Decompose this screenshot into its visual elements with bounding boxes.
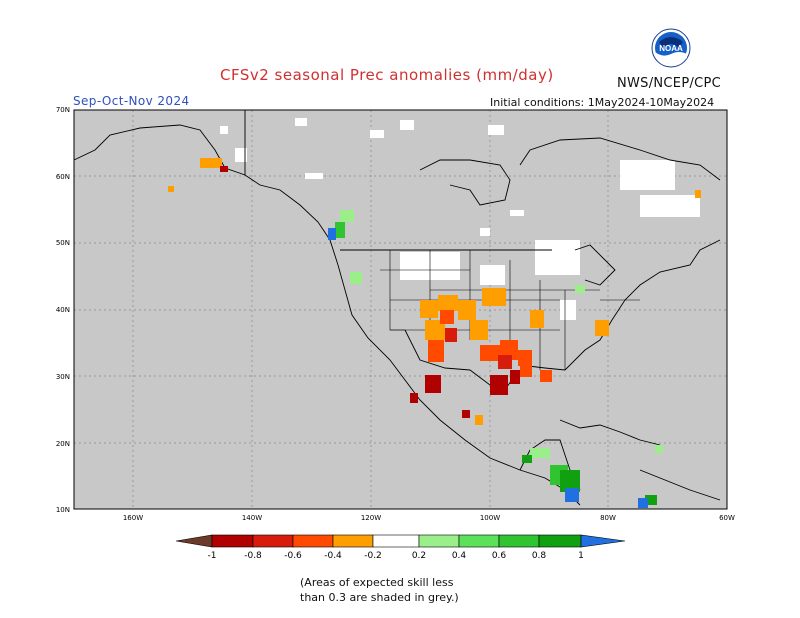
colorbar-cell [332, 534, 374, 548]
coastlines [73, 110, 721, 506]
lon-label: 120W [361, 514, 381, 522]
colorbar-tick-label: 0.6 [492, 551, 507, 561]
footnote-line-2: than 0.3 are shaded in grey.) [300, 591, 459, 604]
map-frame [73, 109, 728, 510]
colorbar-tick-label: 1 [578, 551, 584, 561]
colorbar-tick-label: 0.2 [412, 551, 426, 561]
lat-label: 50N [56, 239, 70, 247]
wet-anomalies [328, 210, 663, 508]
lat-labels: 70N 60N 50N 40N 30N 20N 10N [56, 106, 70, 514]
colorbar-tick-label: -0.8 [244, 551, 262, 561]
colorbar-cell [372, 534, 420, 548]
colorbar-cell [252, 534, 294, 548]
lat-label: 20N [56, 440, 70, 448]
colorbar-tick-label: -1 [208, 551, 217, 561]
colorbar-tick-label: -0.6 [284, 551, 302, 561]
lat-label: 30N [56, 373, 70, 381]
lon-labels: 160W 140W 120W 100W 80W 60W [123, 514, 735, 522]
colorbar-tick-label: 0.4 [452, 551, 467, 561]
lon-label: 80W [600, 514, 616, 522]
map-title: CFSv2 seasonal Prec anomalies (mm/day) [220, 66, 554, 84]
colorbar-tick-label: -0.4 [324, 551, 342, 561]
colorbar-tick-label: -0.2 [364, 551, 382, 561]
initial-conditions: Initial conditions: 1May2024-10May2024 [490, 96, 715, 109]
lat-label: 70N [56, 106, 70, 114]
colorbar-low-arrow [175, 534, 213, 548]
map-background [74, 110, 727, 509]
graticule [74, 110, 727, 509]
lon-label: 140W [242, 514, 262, 522]
footnote: (Areas of expected skill less than 0.3 a… [300, 575, 560, 605]
colorbar-high-arrow [580, 534, 626, 548]
lon-label: 100W [480, 514, 500, 522]
footnote-line-1: (Areas of expected skill less [300, 576, 454, 589]
season-label: Sep-Oct-Nov 2024 [73, 94, 190, 108]
lon-label: 60W [719, 514, 735, 522]
colorbar-cell [458, 534, 500, 548]
colorbar-cell [211, 534, 254, 548]
noaa-logo-icon: NOAA [651, 28, 691, 68]
lat-label: 40N [56, 306, 70, 314]
colorbar-tick-label: 0.8 [532, 551, 547, 561]
logo-text: NOAA [659, 44, 683, 53]
dry-anomalies [168, 158, 701, 425]
lat-label: 10N [56, 506, 70, 514]
colorbar-cell [538, 534, 582, 548]
colorbar-cell [498, 534, 540, 548]
lon-label: 160W [123, 514, 143, 522]
colorbar-labels: -1 -0.8 -0.6 -0.4 -0.2 0.2 0.4 0.6 0.8 1 [208, 551, 584, 561]
lat-label: 60N [56, 173, 70, 181]
colorbar-cell [292, 534, 334, 548]
agency-label: NWS/NCEP/CPC [617, 76, 722, 91]
colorbar-cell [418, 534, 460, 548]
colorbar [175, 534, 626, 548]
